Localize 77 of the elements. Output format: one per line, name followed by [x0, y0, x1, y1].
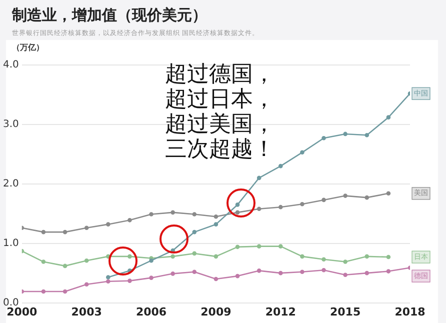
point: [364, 133, 370, 138]
point: [256, 244, 262, 248]
point: [256, 268, 262, 273]
point: [192, 230, 197, 234]
point: [128, 218, 132, 222]
point: [149, 212, 154, 216]
point: [235, 244, 240, 250]
point: [364, 254, 370, 259]
x-tick-label: 2003: [71, 305, 102, 318]
point: [214, 254, 218, 259]
point: [322, 198, 326, 202]
point: [300, 254, 304, 259]
point: [235, 210, 240, 215]
annotation: 三次超越！: [165, 137, 275, 162]
point: [256, 176, 262, 180]
annotation: 超过美国，: [165, 112, 275, 137]
point: [149, 258, 154, 263]
point: [278, 164, 283, 168]
point: [84, 226, 89, 230]
x-tick-label: 2018: [394, 305, 426, 318]
point: [343, 132, 348, 136]
y-tick-label: 2.0: [2, 178, 19, 190]
point: [278, 270, 283, 276]
point: [235, 274, 240, 278]
point: [343, 260, 348, 264]
point: [364, 195, 370, 200]
point: [386, 269, 391, 274]
y-tick-label: 3.0: [2, 119, 19, 130]
x-tick-label: 2015: [330, 305, 361, 318]
point: [170, 272, 175, 276]
y-tick-label: 4.0: [2, 60, 19, 71]
point: [256, 206, 262, 212]
y-axis-title: （万亿）: [12, 42, 44, 53]
point: [170, 254, 175, 259]
annotation: 超过德国，: [165, 62, 275, 87]
point: [41, 260, 46, 264]
point: [41, 230, 46, 234]
point: [84, 258, 89, 263]
point: [128, 254, 132, 259]
point: [343, 194, 348, 198]
point: [106, 279, 110, 284]
point: [192, 251, 197, 256]
chart-title: 制造业，增加值（现价美元）: [12, 6, 207, 25]
point: [300, 150, 304, 155]
point: [278, 244, 283, 248]
point: [106, 275, 110, 280]
point: [128, 278, 132, 283]
point: [235, 202, 240, 207]
x-tick-label: 2012: [265, 305, 296, 318]
point: [214, 222, 218, 226]
point: [149, 276, 154, 280]
point: [192, 212, 197, 216]
point: [386, 191, 391, 196]
point: [343, 272, 348, 278]
point: [322, 136, 326, 140]
point: [278, 204, 283, 210]
point: [106, 222, 110, 226]
point: [62, 230, 68, 234]
point: [214, 276, 218, 282]
point: [214, 214, 218, 219]
point: [84, 282, 89, 287]
point: [192, 270, 197, 274]
point: [300, 270, 304, 274]
point: [386, 254, 391, 260]
point: [300, 202, 304, 206]
x-tick-label: 2006: [136, 305, 167, 318]
y-tick-label: 1.0: [2, 238, 19, 249]
point: [364, 270, 370, 276]
point: [170, 210, 175, 215]
point: [62, 289, 68, 294]
point: [386, 115, 391, 120]
annotation: 超过日本，: [165, 87, 275, 112]
point: [41, 289, 46, 294]
x-tick-label: 2009: [200, 305, 232, 318]
point: [322, 257, 326, 262]
point: [62, 264, 68, 268]
point: [322, 268, 326, 272]
